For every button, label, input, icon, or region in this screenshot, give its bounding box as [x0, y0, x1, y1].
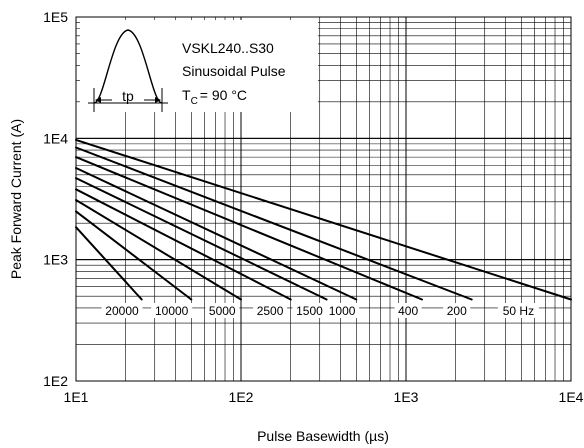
x-tick-label-4: 1E4: [559, 389, 584, 405]
y-tick-label-4: 1E5: [43, 9, 68, 25]
series-label-8: 200: [447, 304, 467, 318]
series-label-1: 20000: [105, 304, 139, 318]
series-label-bg-5: [292, 302, 327, 318]
series-label-layer: 20000 10000 5000 2500 1500 1000 400 200 50 Hz: [101, 302, 539, 318]
x-tick-labels: 1E1 1E2 1E3 1E4: [64, 389, 584, 405]
series-line-6: [75, 167, 358, 301]
series-label-bg-9: [497, 302, 539, 318]
series-label-bg-6: [325, 302, 360, 318]
series-line-3: [75, 199, 242, 301]
y-tick-label-2: 1E3: [43, 252, 68, 268]
y-tick-labels: 1E2 1E3 1E4 1E5: [43, 9, 68, 389]
series-line-8: [75, 146, 473, 301]
temperature-subscript: C: [191, 96, 198, 107]
series-line-7: [75, 156, 423, 301]
series-line-9: [75, 138, 572, 301]
series-label-6: 1000: [329, 304, 356, 318]
pulse-inset: tp VSKL240..S30 Sinusoidal Pulse TC = 90 …: [80, 20, 318, 112]
x-tick-label-1: 1E1: [64, 389, 89, 405]
tp-right-arrowhead: [155, 97, 161, 103]
series-label-9: 50 Hz: [503, 304, 534, 318]
series-line-1: [75, 226, 143, 301]
device-label: VSKL240..S30: [182, 40, 274, 56]
series-label-4: 2500: [257, 304, 284, 318]
x-tick-label-3: 1E3: [394, 389, 419, 405]
temperature-value: = 90 °C: [200, 87, 247, 103]
y-tick-label-1: 1E2: [43, 373, 68, 389]
series-label-3: 5000: [209, 304, 236, 318]
y-axis-label: Peak Forward Current (A): [8, 119, 24, 279]
series-label-bg-3: [205, 302, 240, 318]
y-tick-label-3: 1E4: [43, 130, 68, 146]
temperature-label: TC = 90 °C: [182, 87, 247, 107]
series-label-7: 400: [398, 304, 418, 318]
x-axis-label: Pulse Basewidth (µs): [257, 428, 389, 444]
series-layer: [75, 138, 572, 301]
series-label-bg-2: [151, 302, 193, 318]
series-label-bg-1: [101, 302, 143, 318]
plot-frame: [75, 16, 572, 382]
series-label-bg-8: [443, 302, 471, 318]
temperature-symbol: T: [182, 87, 191, 103]
series-label-bg-4: [253, 302, 288, 318]
series-line-4: [75, 188, 292, 301]
tp-label: tp: [122, 88, 134, 104]
series-line-5: [75, 177, 328, 301]
waveform-label: Sinusoidal Pulse: [182, 63, 286, 79]
series-label-5: 1500: [296, 304, 323, 318]
tp-left-arrowhead: [95, 97, 101, 103]
series-label-2: 10000: [155, 304, 189, 318]
sinusoidal-pulse-shape: [93, 29, 163, 104]
series-label-bg-7: [394, 302, 422, 318]
series-line-2: [75, 210, 193, 301]
x-tick-label-2: 1E2: [229, 389, 254, 405]
inset-background: [80, 20, 318, 112]
